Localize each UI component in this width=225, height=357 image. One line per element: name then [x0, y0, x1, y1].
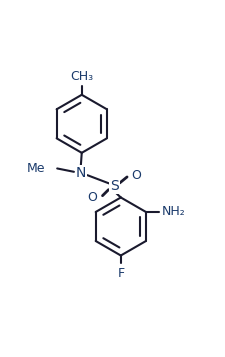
Text: N: N	[75, 166, 86, 180]
Text: CH₃: CH₃	[70, 70, 93, 82]
Text: O: O	[87, 191, 97, 204]
Text: Me: Me	[26, 162, 45, 175]
Text: O: O	[131, 169, 141, 182]
Text: S: S	[109, 179, 118, 193]
Text: F: F	[117, 267, 124, 280]
Text: NH₂: NH₂	[161, 206, 185, 218]
